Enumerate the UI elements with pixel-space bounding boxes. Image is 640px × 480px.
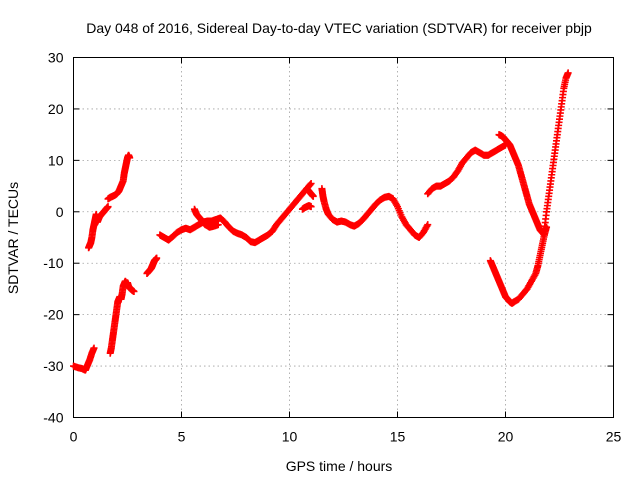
- data-point: [307, 203, 315, 211]
- x-axis-title: GPS time / hours: [286, 458, 393, 474]
- series-seg8: [298, 202, 315, 213]
- data-point: [424, 221, 432, 229]
- y-tick-label: -40: [43, 410, 63, 426]
- data-point: [153, 254, 161, 262]
- series-seg4: [106, 277, 138, 357]
- y-tick-label: -10: [43, 255, 63, 271]
- y-axis-title: SDTVAR / TECUs: [5, 182, 21, 294]
- series-seg10: [318, 185, 432, 241]
- series-seg14: [540, 69, 572, 234]
- y-tick-labels: -40 -30 -20 -10 0 10 20 30: [43, 50, 63, 426]
- series-seg9: [303, 185, 317, 200]
- plot-frame: [73, 57, 614, 418]
- y-tick-label: -30: [43, 358, 63, 374]
- data-point: [306, 181, 314, 189]
- x-tick-label: 10: [282, 429, 298, 445]
- data-point: [309, 192, 317, 200]
- x-tick-label: 5: [178, 429, 186, 445]
- data-points: [70, 69, 572, 374]
- series-seg7: [190, 205, 222, 231]
- series-seg11: [424, 141, 509, 198]
- data-point: [104, 203, 112, 211]
- data-point: [130, 288, 138, 295]
- y-tick-label: 20: [48, 101, 64, 117]
- series-seg13: [486, 223, 551, 307]
- series-seg2: [85, 203, 112, 252]
- series-seg5: [143, 254, 161, 277]
- data-point: [214, 221, 222, 229]
- series-seg1: [70, 344, 98, 374]
- y-tick-label: 30: [48, 50, 64, 66]
- grid-lines: [73, 57, 614, 418]
- axis-ticks: [73, 57, 614, 418]
- chart-title: Day 048 of 2016, Sidereal Day-to-day VTE…: [86, 20, 592, 36]
- y-tick-label: 10: [48, 152, 64, 168]
- x-tick-label: 0: [70, 429, 78, 445]
- series-seg3: [104, 151, 134, 203]
- x-tick-label: 20: [498, 429, 514, 445]
- data-point: [90, 344, 98, 352]
- data-point: [564, 69, 572, 77]
- data-point: [126, 154, 134, 162]
- x-tick-labels: 0 5 10 15 20 25: [70, 429, 622, 445]
- data-point: [307, 180, 315, 187]
- x-tick-label: 15: [390, 429, 406, 445]
- x-tick-label: 25: [606, 429, 622, 445]
- series-seg6: [156, 180, 315, 247]
- y-tick-label: 0: [56, 204, 64, 220]
- y-tick-label: -20: [43, 307, 63, 323]
